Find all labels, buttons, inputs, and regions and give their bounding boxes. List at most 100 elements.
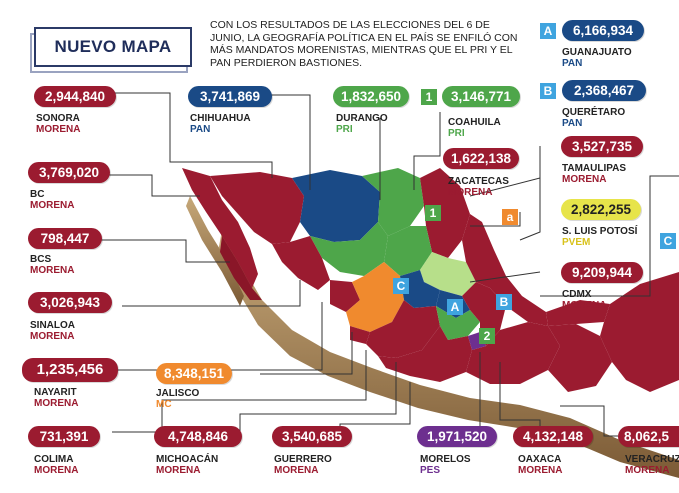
bcs-name: BCS bbox=[30, 254, 52, 265]
bcs-region bbox=[220, 236, 262, 300]
chiapas-region bbox=[548, 324, 612, 392]
chihuahua-name: CHIHUAHUA bbox=[190, 113, 251, 124]
bcs-votes: 798,447 bbox=[28, 228, 102, 249]
chihuahua-region bbox=[292, 170, 380, 242]
guerrero-label: GUERRERO MORENA bbox=[274, 454, 332, 476]
michoacan-party: MORENA bbox=[156, 465, 201, 476]
jalisco-region bbox=[346, 262, 404, 332]
guanajuato-votes: 6,166,934 bbox=[562, 20, 644, 41]
map-base bbox=[218, 230, 679, 478]
guanajuato-name: GUANAJUATO bbox=[562, 47, 632, 58]
coahuila-badge: 1 bbox=[421, 89, 437, 105]
queretaro-party: PAN bbox=[562, 118, 583, 129]
zacatecas-region bbox=[384, 226, 432, 276]
bcs-party: MORENA bbox=[30, 265, 75, 276]
queretaro-name: QUERÉTARO bbox=[562, 107, 626, 118]
coahuila-label: COAHUILA PRI bbox=[448, 117, 501, 139]
colima-party: MORENA bbox=[34, 465, 79, 476]
bc-label: BC MORENA bbox=[30, 189, 74, 211]
tamaulipas-label: TAMAULIPAS MORENA bbox=[562, 163, 626, 185]
chihuahua-party: PAN bbox=[190, 124, 211, 135]
sonora-party: MORENA bbox=[36, 124, 81, 135]
jalisco-name: JALISCO bbox=[156, 388, 200, 399]
sinaloa-label: SINALOA MORENA bbox=[30, 320, 75, 342]
cdmx-label: CDMX MORENA bbox=[562, 289, 606, 311]
sinaloa-name: SINALOA bbox=[30, 320, 75, 331]
tamaulipas-region bbox=[420, 168, 470, 258]
veracruz-region bbox=[462, 214, 548, 326]
sinaloa-party: MORENA bbox=[30, 331, 75, 342]
queretaro-badge: B bbox=[540, 83, 556, 99]
bc-party: MORENA bbox=[30, 200, 75, 211]
morelos-label: MORELOS PES bbox=[420, 454, 471, 476]
map-badge-a: A bbox=[447, 299, 463, 315]
guanajuato-badge: A bbox=[540, 23, 556, 39]
morelos-party: PES bbox=[420, 465, 441, 476]
tamaulipas-name: TAMAULIPAS bbox=[562, 163, 627, 174]
guanajuato-label: GUANAJUATO PAN bbox=[562, 47, 632, 69]
colima-name: COLIMA bbox=[34, 454, 74, 465]
jalisco-votes: 8,348,151 bbox=[156, 363, 232, 384]
durango-label: DURANGO PRI bbox=[336, 113, 388, 135]
bcs-label: BCS MORENA bbox=[30, 254, 74, 276]
slp-party: PVEM bbox=[562, 237, 591, 248]
coahuila-votes: 3,146,771 bbox=[442, 86, 520, 107]
zacatecas-label: ZACATECAS MORENA bbox=[448, 176, 509, 198]
oaxaca-region bbox=[466, 322, 560, 384]
page-title: NUEVO MAPA bbox=[54, 37, 172, 56]
durango-region bbox=[310, 222, 388, 276]
sonora-region bbox=[210, 172, 304, 244]
baja-california-region bbox=[182, 168, 258, 288]
zacatecas-party: MORENA bbox=[448, 187, 493, 198]
sonora-label: SONORA MORENA bbox=[36, 113, 80, 135]
map-badge-a-orange: a bbox=[502, 209, 518, 225]
colima-region bbox=[350, 326, 370, 344]
morelos-name: MORELOS bbox=[420, 454, 471, 465]
michoacan-label: MICHOACÁN MORENA bbox=[156, 454, 218, 476]
oaxaca-label: OAXACA MORENA bbox=[518, 454, 562, 476]
guerrero-region bbox=[378, 326, 472, 382]
cdmx-name: CDMX bbox=[562, 289, 592, 300]
morelos-votes: 1,971,520 bbox=[417, 426, 497, 447]
slp-name: S. LUIS POTOSÍ bbox=[562, 226, 638, 237]
colima-votes: 731,391 bbox=[28, 426, 100, 447]
veracruz-name: VERACRUZ bbox=[625, 454, 679, 465]
oaxaca-name: OAXACA bbox=[518, 454, 562, 465]
colima-label: COLIMA MORENA bbox=[34, 454, 78, 476]
nayarit-votes: 1,235,456 bbox=[22, 358, 118, 382]
guanajuato-party: PAN bbox=[562, 58, 583, 69]
durango-votes: 1,832,650 bbox=[333, 86, 409, 107]
slp-region bbox=[420, 252, 476, 296]
chihuahua-votes: 3,741,869 bbox=[188, 86, 272, 107]
veracruz-party: MORENA bbox=[625, 465, 670, 476]
slp-label: S. LUIS POTOSÍ PVEM bbox=[562, 226, 637, 248]
jalisco-party: MC bbox=[156, 399, 172, 410]
coahuila-region bbox=[362, 168, 424, 236]
map-badge-1: 1 bbox=[425, 205, 441, 221]
guerrero-votes: 3,540,685 bbox=[272, 426, 352, 447]
tabasco-region bbox=[546, 300, 610, 326]
map-badge-c-left: C bbox=[393, 278, 409, 294]
cdmx-party: MORENA bbox=[562, 300, 607, 311]
tamaulipas-votes: 3,527,735 bbox=[561, 136, 643, 157]
map-badge-2: 2 bbox=[479, 328, 495, 344]
bc-name: BC bbox=[30, 189, 45, 200]
sonora-votes: 2,944,840 bbox=[34, 86, 116, 107]
michoacan-votes: 4,748,846 bbox=[154, 426, 242, 447]
durango-party: PRI bbox=[336, 124, 353, 135]
guerrero-party: MORENA bbox=[274, 465, 319, 476]
nayarit-region bbox=[330, 280, 360, 312]
bc-votes: 3,769,020 bbox=[28, 162, 110, 183]
oaxaca-party: MORENA bbox=[518, 465, 563, 476]
zacatecas-name: ZACATECAS bbox=[448, 176, 509, 187]
nayarit-party: MORENA bbox=[34, 398, 79, 409]
guanajuato-region bbox=[400, 270, 440, 308]
veracruz-label: VERACRUZ MORENA bbox=[625, 454, 679, 476]
slp-votes: 2,822,255 bbox=[561, 199, 641, 220]
durango-name: DURANGO bbox=[336, 113, 388, 124]
intro-text: CON LOS RESULTADOS DE LAS ELECCIONES DEL… bbox=[210, 19, 518, 69]
zacatecas-votes: 1,622,138 bbox=[443, 148, 519, 169]
queretaro-label: QUERÉTARO PAN bbox=[562, 107, 625, 129]
michoacan-region bbox=[366, 300, 440, 358]
